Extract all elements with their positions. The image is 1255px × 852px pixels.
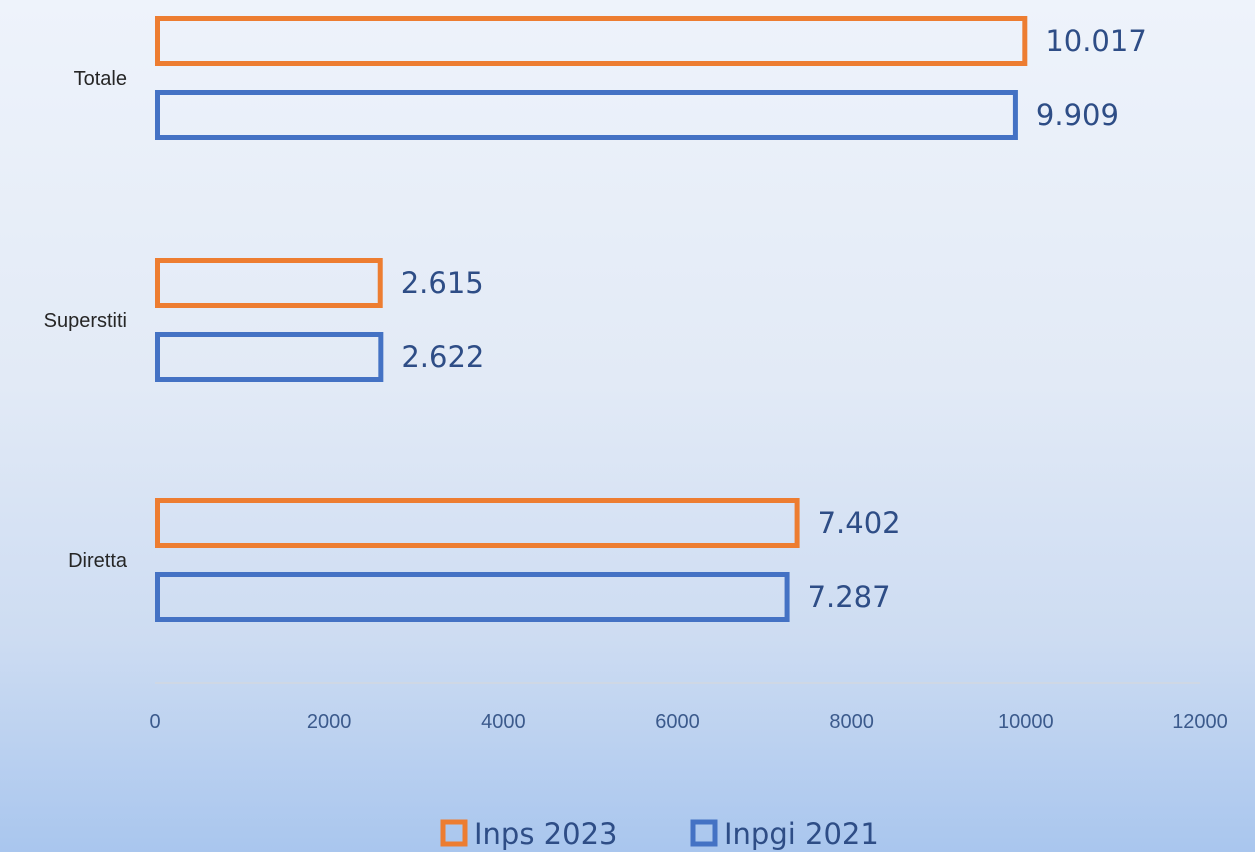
legend: Inps 2023 Inpgi 2021: [440, 817, 879, 851]
bar-inpgi-2021: [155, 90, 1018, 140]
bar-inpgi-2021: [155, 332, 384, 382]
data-label: 2.622: [401, 340, 484, 374]
bars: [155, 16, 1028, 622]
legend-item-inpgi-2021: Inpgi 2021: [690, 817, 879, 851]
data-label: 7.287: [808, 580, 891, 614]
x-tick-label: 10000: [998, 711, 1054, 733]
legend-label: Inps 2023: [474, 817, 617, 851]
bar-inps-2023: [155, 258, 383, 308]
x-tick-label: 4000: [481, 711, 526, 733]
x-tick-label: 8000: [829, 711, 874, 733]
data-label: 9.909: [1036, 98, 1119, 132]
legend-item-inps-2023: Inps 2023: [440, 817, 617, 851]
data-label: 7.402: [818, 506, 901, 540]
category-label: Diretta: [68, 550, 128, 572]
bar-inps-2023: [155, 498, 800, 548]
category-label: Superstiti: [44, 310, 127, 332]
x-tick-label: 12000: [1172, 711, 1228, 733]
legend-swatch: [440, 819, 468, 847]
x-axis-ticks: 0 2000 4000 6000 8000 10000 12000: [149, 711, 1227, 733]
data-labels: 7.402 7.287 2.615 2.622 10.017 9.909: [401, 24, 1147, 614]
x-tick-label: 2000: [307, 711, 352, 733]
bar-inps-2023: [155, 16, 1028, 66]
legend-swatch: [690, 819, 718, 847]
category-label: Totale: [74, 68, 127, 90]
x-tick-label: 6000: [655, 711, 700, 733]
legend-label: Inpgi 2021: [724, 817, 879, 851]
data-label: 10.017: [1045, 24, 1146, 58]
bar-inpgi-2021: [155, 572, 790, 622]
data-label: 2.615: [401, 266, 484, 300]
x-tick-label: 0: [149, 711, 160, 733]
category-labels: Diretta Superstiti Totale: [44, 68, 128, 572]
